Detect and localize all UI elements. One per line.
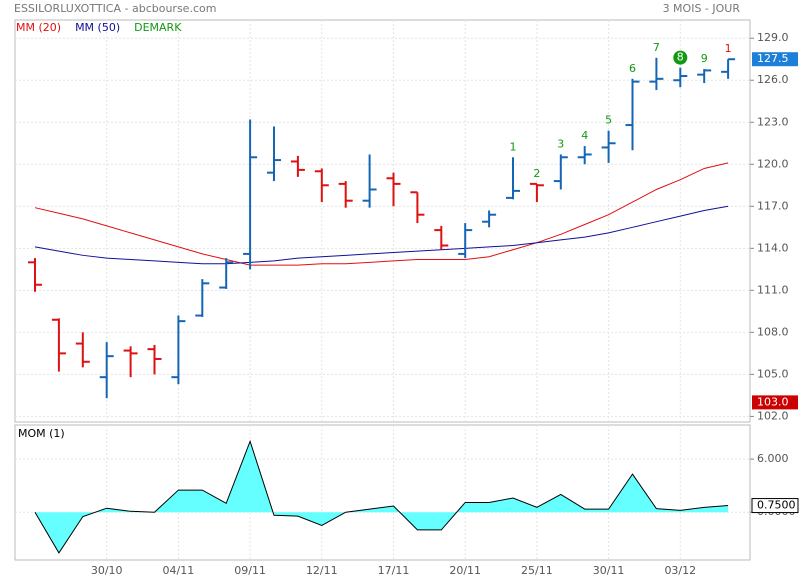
price-marker-label: 103.0 bbox=[757, 395, 789, 408]
price-marker bbox=[752, 52, 798, 67]
chart-title: ESSILORLUXOTTICA - abcbourse.com bbox=[14, 2, 216, 15]
legend-label: MM (20) bbox=[16, 21, 61, 34]
plot-frame bbox=[14, 424, 751, 561]
momentum-line bbox=[34, 439, 729, 554]
demark-highlight bbox=[673, 50, 688, 65]
demark-label: 5 bbox=[605, 114, 612, 127]
moving-average bbox=[34, 162, 729, 266]
demark-label: 8 bbox=[677, 51, 684, 64]
y-tick-label: 114.0 bbox=[757, 241, 789, 254]
x-tick-label: 12/11 bbox=[306, 564, 338, 577]
demark-label: 9 bbox=[701, 52, 708, 65]
x-tick-label: 30/11 bbox=[593, 564, 625, 577]
x-tick-label: 30/10 bbox=[91, 564, 123, 577]
y-tick-label: 129.0 bbox=[757, 31, 789, 44]
price-marker-label: 127.5 bbox=[757, 52, 789, 65]
demark-label: 2 bbox=[533, 167, 540, 180]
panel-title: MOM (1) bbox=[18, 427, 65, 440]
demark-label: 4 bbox=[581, 129, 588, 142]
y-tick-label: 108.0 bbox=[757, 325, 789, 338]
x-tick-label: 09/11 bbox=[234, 564, 266, 577]
demark-label: 7 bbox=[653, 41, 660, 54]
demark-label: 3 bbox=[557, 137, 564, 150]
y-tick-label: 102.0 bbox=[757, 409, 789, 422]
demark-label: 1 bbox=[725, 42, 732, 55]
y-tick-label: 120.0 bbox=[757, 157, 789, 170]
y-tick-label: 123.0 bbox=[757, 115, 789, 128]
plot-frame bbox=[14, 19, 751, 423]
chart-subtitle: 3 MOIS - JOUR bbox=[663, 2, 741, 15]
y-tick-label: 126.0 bbox=[757, 73, 789, 86]
demark-label: 1 bbox=[510, 140, 517, 153]
y-tick-label: 117.0 bbox=[757, 199, 789, 212]
x-tick-label: 03/12 bbox=[664, 564, 696, 577]
x-tick-label: 17/11 bbox=[378, 564, 410, 577]
x-tick-label: 20/11 bbox=[449, 564, 481, 577]
momentum-area bbox=[35, 441, 729, 553]
value-marker-label: 0.7500 bbox=[757, 499, 796, 512]
x-tick-label: 04/11 bbox=[163, 564, 195, 577]
value-marker bbox=[751, 498, 799, 514]
y-tick-label: 6.000 bbox=[757, 452, 789, 465]
demark-label: 6 bbox=[629, 62, 636, 75]
y-tick-label: 105.0 bbox=[757, 367, 789, 380]
moving-average bbox=[34, 205, 729, 265]
x-tick-label: 25/11 bbox=[521, 564, 553, 577]
legend-label: DEMARK bbox=[134, 21, 182, 34]
price-marker bbox=[752, 395, 798, 410]
legend-label: MM (50) bbox=[75, 21, 120, 34]
y-tick-label: 111.0 bbox=[757, 283, 789, 296]
